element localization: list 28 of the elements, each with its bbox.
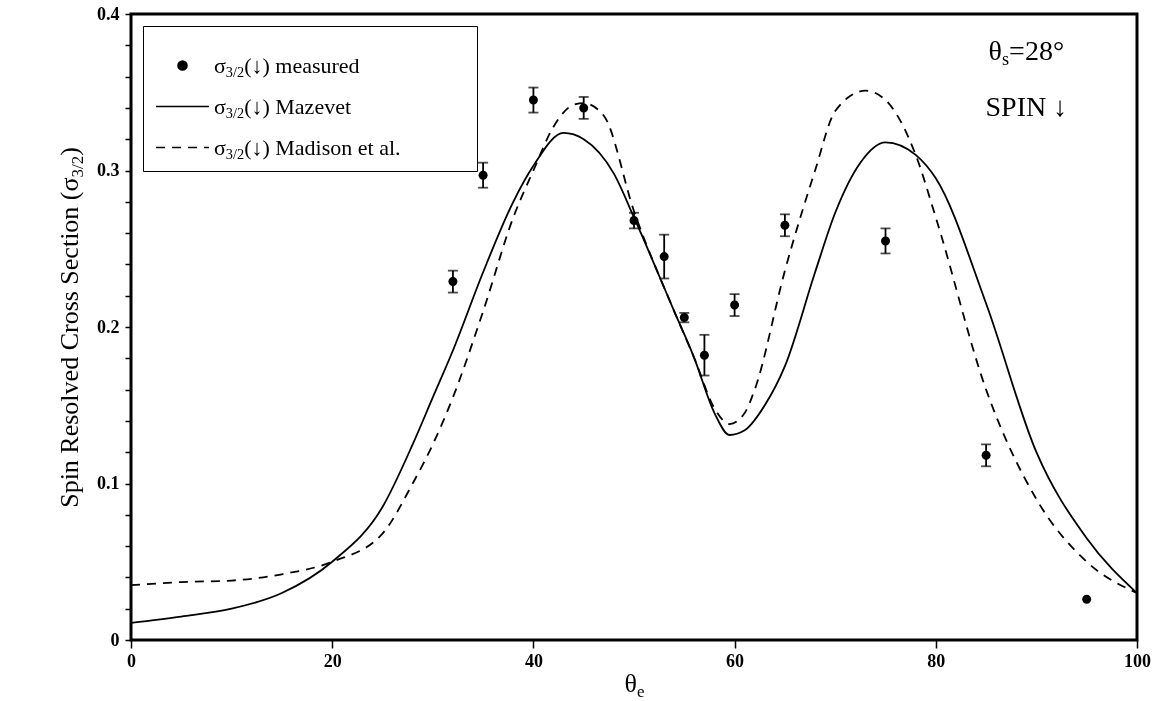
y-tick-label: 0.4 — [97, 3, 120, 24]
annotation: θ$_{s}$=28° — [988, 34, 1065, 69]
annotation: SPIN ↓ — [985, 90, 1068, 122]
point — [881, 236, 890, 246]
y-tick-label: 0.3 — [97, 160, 120, 180]
x-tick-label: 60 — [726, 650, 745, 671]
x-tick-label: 100 — [1124, 650, 1151, 671]
point — [659, 252, 669, 262]
point — [730, 300, 740, 310]
point — [981, 450, 991, 460]
point — [1082, 594, 1092, 604]
point — [478, 170, 488, 180]
legend-label: σ$_{3/2}$(↓) measured — [214, 52, 360, 80]
x-tick-label: 20 — [323, 650, 342, 671]
x-tick-label: 40 — [524, 650, 543, 671]
point — [699, 350, 709, 360]
point — [780, 220, 790, 230]
x-axis-title: θ$_{e}$ — [624, 668, 645, 701]
legend-label: σ$_{3/2}$(↓) Madison et al. — [214, 134, 401, 162]
y-tick-label: 0 — [110, 629, 120, 650]
legend-label: σ$_{3/2}$(↓) Mazevet — [214, 93, 352, 121]
x-tick-label: 80 — [927, 650, 946, 671]
point — [579, 103, 589, 113]
y-tick-label: 0.2 — [97, 316, 120, 337]
y-tick-label: 0.1 — [97, 473, 120, 493]
x-tick-label: 0 — [127, 650, 136, 671]
point — [448, 277, 458, 287]
point — [528, 95, 538, 105]
